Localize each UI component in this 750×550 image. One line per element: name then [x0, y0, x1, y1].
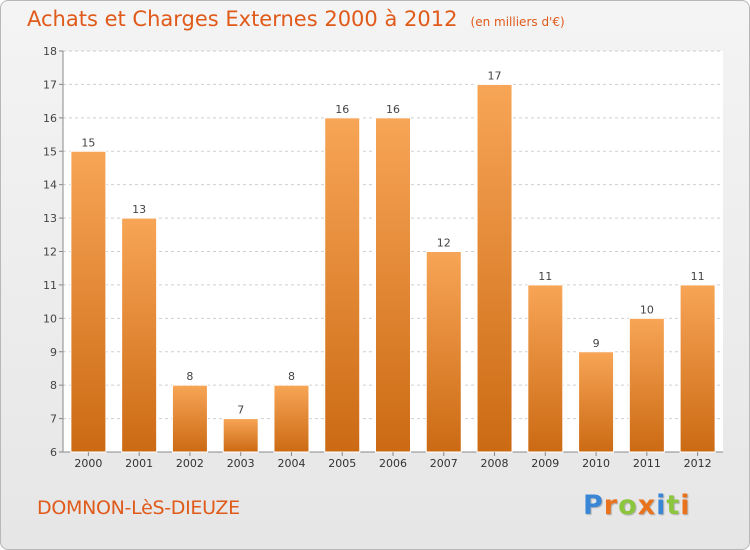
y-tick-label: 14 [43, 179, 57, 192]
chart-title: Achats et Charges Externes 2000 à 2012 [27, 7, 458, 31]
x-tick-label: 2005 [328, 457, 356, 470]
x-tick-label: 2010 [582, 457, 610, 470]
bar-2003 [222, 418, 259, 453]
bar-2002 [171, 384, 208, 453]
bar-2004 [273, 384, 310, 453]
bar-2001 [121, 217, 158, 453]
bar-2011 [628, 317, 665, 453]
data-label: 16 [386, 103, 400, 116]
y-tick-label: 6 [50, 446, 57, 459]
y-tick-label: 16 [43, 112, 57, 125]
x-tick-label: 2002 [176, 457, 204, 470]
data-label: 16 [335, 103, 349, 116]
x-tick-label: 2006 [379, 457, 407, 470]
logo-letter: P [583, 490, 604, 521]
proxiti-logo: Proxiti [583, 490, 691, 521]
y-tick-label: 10 [43, 312, 57, 325]
data-label: 7 [237, 404, 244, 417]
data-label: 9 [593, 337, 600, 350]
x-tick-label: 2008 [481, 457, 509, 470]
data-label: 15 [81, 136, 95, 149]
bar-2007 [425, 251, 462, 453]
logo-letter: x [637, 490, 657, 521]
logo-letter: r [603, 490, 619, 521]
data-label: 8 [186, 370, 193, 383]
bar-2010 [578, 351, 615, 453]
data-label: 11 [691, 270, 705, 283]
logo-letter: o [618, 490, 638, 521]
y-tick-label: 11 [43, 279, 57, 292]
y-tick-label: 15 [43, 145, 57, 158]
y-tick-label: 8 [50, 379, 57, 392]
y-tick-label: 18 [43, 45, 57, 58]
x-tick-label: 2011 [633, 457, 661, 470]
location-name: DOMNON-LèS-DIEUZE [37, 497, 240, 519]
data-label: 13 [132, 203, 146, 216]
bar-2006 [375, 117, 411, 453]
logo-letter: i [656, 490, 667, 521]
chart-unit: (en milliers d'€) [470, 15, 565, 29]
y-tick-label: 17 [43, 78, 57, 91]
bar-2008 [476, 83, 513, 453]
data-label: 10 [640, 303, 654, 316]
title-row: Achats et Charges Externes 2000 à 2012 (… [27, 7, 565, 31]
x-tick-label: 2007 [430, 457, 458, 470]
x-tick-label: 2012 [684, 457, 712, 470]
bar-2000 [70, 150, 107, 453]
bar-2009 [527, 284, 564, 453]
x-tick-label: 2003 [227, 457, 255, 470]
x-tick-label: 2009 [531, 457, 559, 470]
x-tick-label: 2000 [74, 457, 102, 470]
bar-2005 [324, 117, 361, 453]
y-tick-label: 7 [50, 413, 57, 426]
y-tick-label: 12 [43, 246, 57, 259]
y-tick-label: 13 [43, 212, 57, 225]
x-tick-label: 2004 [277, 457, 305, 470]
logo-letter: t [666, 490, 681, 521]
y-tick-label: 9 [50, 346, 57, 359]
data-label: 8 [288, 370, 295, 383]
data-label: 12 [437, 237, 451, 250]
data-label: 17 [488, 69, 502, 82]
data-label: 11 [538, 270, 552, 283]
bar-2012 [679, 284, 716, 453]
logo-letter: i [680, 490, 691, 521]
x-tick-label: 2001 [125, 457, 153, 470]
